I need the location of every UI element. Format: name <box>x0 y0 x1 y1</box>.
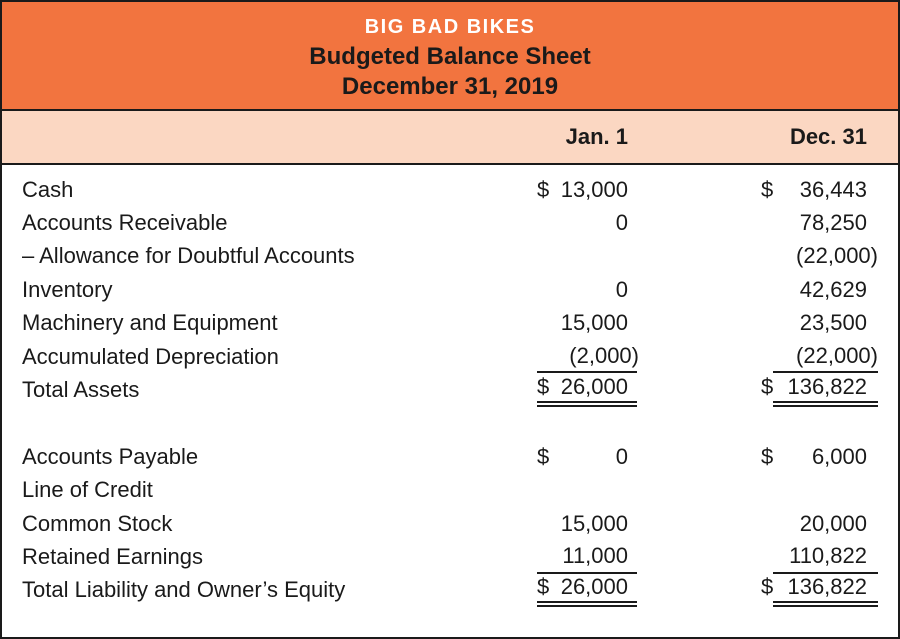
row-label: – Allowance for Doubtful Accounts <box>22 243 355 269</box>
dec-value-cell: 110,822 <box>773 540 878 574</box>
jan-amount: 0 <box>615 276 628 302</box>
dec-value-cell <box>773 474 878 507</box>
row-label: Inventory <box>22 276 113 302</box>
dec-amount: 136,822 <box>787 374 867 400</box>
jan-value-cell: (2,000) <box>537 340 639 374</box>
dollar-sign: $ <box>537 374 550 400</box>
dec-amount: 42,629 <box>799 276 867 302</box>
dec-value-cell: 20,000 <box>773 507 878 540</box>
report-header: BIG BAD BIKES Budgeted Balance Sheet Dec… <box>2 2 898 111</box>
row-label: Machinery and Equipment <box>22 310 278 336</box>
dec-value-cell: $36,443 <box>761 173 878 206</box>
jan-amount: (2,000) <box>569 342 639 368</box>
table-row: Line of Credit <box>2 474 898 507</box>
jan-amount: 15,000 <box>560 510 628 536</box>
dec-value-cell: $136,822 <box>761 574 878 608</box>
dollar-sign: $ <box>537 176 550 202</box>
row-label: Common Stock <box>22 510 173 536</box>
row-label: Cash <box>22 176 74 202</box>
dec-amount: (22,000) <box>796 342 878 368</box>
dollar-sign: $ <box>537 574 550 600</box>
dec-amount: 110,822 <box>789 542 867 568</box>
report-title: Budgeted Balance Sheet <box>309 43 591 70</box>
dollar-sign: $ <box>761 176 774 202</box>
row-label: Total Assets <box>22 377 140 403</box>
jan-value-cell: 0 <box>537 273 637 306</box>
dollar-sign: $ <box>761 574 774 600</box>
report-date: December 31, 2019 <box>341 73 559 100</box>
jan-amount: 11,000 <box>562 542 628 568</box>
table-row: Total Liability and Owner’s Equity $26,00… <box>2 574 898 608</box>
dollar-sign: $ <box>537 443 550 469</box>
jan-value-cell: $0 <box>537 440 637 473</box>
row-label: Retained Earnings <box>22 543 204 569</box>
jan-value-cell <box>537 240 637 273</box>
rows: Cash $13,000 $36,443 Accounts Receivable 0 78… <box>2 165 898 608</box>
table-row: Machinery and Equipment 15,000 23,500 <box>2 307 898 340</box>
jan-amount: 15,000 <box>560 310 628 336</box>
table-row: Accumulated Depreciation (2,000) (22,000) <box>2 340 898 374</box>
table-row: – Allowance for Doubtful Accounts (22,000… <box>2 240 898 273</box>
dec-value-cell: (22,000) <box>773 340 878 374</box>
jan-value-cell <box>537 474 637 507</box>
jan-amount: 13,000 <box>560 176 628 202</box>
dec-amount: 78,250 <box>799 210 867 236</box>
jan-value-cell: $26,000 <box>537 373 637 407</box>
table-row: Accounts Payable $0 $6,000 <box>2 440 898 473</box>
dec-amount: 136,822 <box>787 574 867 600</box>
row-label: Accounts Receivable <box>22 210 228 236</box>
dec-value-cell: 78,250 <box>773 206 878 239</box>
jan-value-cell: 15,000 <box>537 307 637 340</box>
jan-value-cell: 0 <box>537 206 637 239</box>
column-header-dec: Dec. 31 <box>773 124 878 150</box>
jan-amount: 0 <box>615 210 628 236</box>
dec-value-cell: $136,822 <box>761 373 878 407</box>
table-row: Common Stock 15,000 20,000 <box>2 507 898 540</box>
dec-amount: 20,000 <box>799 510 867 536</box>
dec-value-cell: (22,000) <box>773 240 878 273</box>
spacer-row <box>2 407 898 440</box>
column-header-jan: Jan. 1 <box>537 124 637 150</box>
row-label: Accounts Payable <box>22 443 199 469</box>
dec-value-cell: 42,629 <box>773 273 878 306</box>
dec-value-cell: 23,500 <box>773 307 878 340</box>
jan-value-cell: 15,000 <box>537 507 637 540</box>
jan-amount: 0 <box>615 443 628 469</box>
row-label: Total Liability and Owner’s Equity <box>22 577 346 603</box>
dollar-sign: $ <box>761 374 774 400</box>
dec-amount: (22,000) <box>796 243 878 269</box>
jan-amount: 26,000 <box>560 374 628 400</box>
dec-amount: 36,443 <box>799 176 867 202</box>
dec-amount: 6,000 <box>811 443 867 469</box>
dec-value-cell: $6,000 <box>761 440 878 473</box>
column-header-dec-label: Dec. 31 <box>789 124 867 149</box>
table-row: Retained Earnings 11,000 110,822 <box>2 540 898 574</box>
column-header-jan-label: Jan. 1 <box>565 124 628 149</box>
jan-amount: 26,000 <box>560 574 628 600</box>
table-row: Inventory 0 42,629 <box>2 273 898 306</box>
dollar-sign: $ <box>761 443 774 469</box>
company-name: BIG BAD BIKES <box>364 16 536 38</box>
table-row: Accounts Receivable 0 78,250 <box>2 206 898 239</box>
row-label: Line of Credit <box>22 477 153 503</box>
jan-value-cell: 11,000 <box>537 540 637 574</box>
table-row: Cash $13,000 $36,443 <box>2 173 898 206</box>
column-header-row: Jan. 1 Dec. 31 <box>2 111 898 165</box>
dec-amount: 23,500 <box>799 310 867 336</box>
row-label: Accumulated Depreciation <box>22 343 279 369</box>
table-row: Total Assets $26,000 $136,822 <box>2 373 898 407</box>
jan-value-cell: $13,000 <box>537 173 637 206</box>
jan-value-cell: $26,000 <box>537 574 637 608</box>
